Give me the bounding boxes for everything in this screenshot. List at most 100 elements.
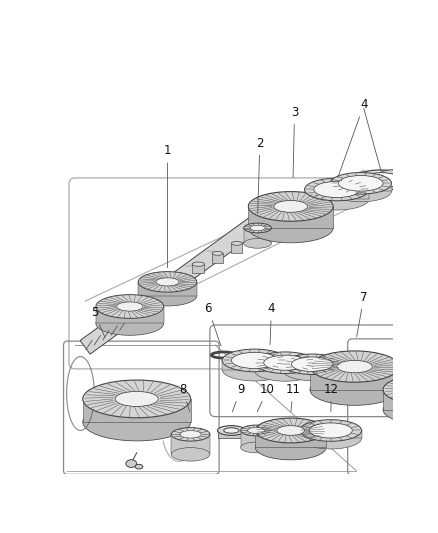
Ellipse shape (125, 395, 148, 403)
Ellipse shape (254, 360, 316, 381)
Ellipse shape (244, 239, 272, 248)
Text: 9: 9 (233, 383, 244, 411)
Ellipse shape (283, 360, 342, 381)
Ellipse shape (192, 262, 205, 266)
Ellipse shape (218, 426, 245, 435)
Polygon shape (283, 364, 342, 370)
Ellipse shape (250, 225, 265, 231)
Polygon shape (383, 390, 438, 410)
Ellipse shape (135, 464, 143, 469)
Ellipse shape (409, 384, 438, 395)
Ellipse shape (96, 312, 164, 335)
Ellipse shape (309, 423, 352, 438)
Ellipse shape (138, 286, 197, 306)
Polygon shape (140, 294, 152, 296)
Ellipse shape (126, 460, 137, 467)
Polygon shape (222, 360, 287, 370)
Text: 2: 2 (256, 137, 264, 214)
Ellipse shape (222, 358, 287, 381)
Ellipse shape (247, 427, 265, 433)
Ellipse shape (248, 191, 333, 221)
Ellipse shape (138, 272, 197, 292)
Ellipse shape (378, 169, 412, 182)
Ellipse shape (300, 427, 361, 449)
Ellipse shape (359, 173, 403, 188)
Ellipse shape (352, 170, 410, 190)
Polygon shape (254, 363, 316, 370)
Ellipse shape (244, 223, 272, 233)
Text: 4: 4 (338, 98, 367, 177)
Ellipse shape (304, 178, 369, 201)
Polygon shape (80, 213, 265, 354)
Text: 10: 10 (257, 383, 275, 412)
Ellipse shape (255, 418, 326, 443)
Ellipse shape (291, 357, 333, 372)
Ellipse shape (330, 173, 392, 194)
Ellipse shape (314, 181, 360, 198)
Ellipse shape (277, 426, 304, 435)
Text: 7: 7 (357, 291, 367, 337)
Ellipse shape (274, 200, 307, 212)
Ellipse shape (115, 391, 158, 407)
Polygon shape (218, 431, 245, 438)
Polygon shape (310, 367, 399, 390)
Text: 11: 11 (286, 383, 300, 411)
Ellipse shape (240, 425, 272, 436)
Ellipse shape (383, 375, 438, 405)
Ellipse shape (396, 448, 406, 454)
Ellipse shape (415, 386, 436, 393)
Ellipse shape (330, 180, 392, 202)
Ellipse shape (96, 295, 164, 318)
Text: 5: 5 (91, 306, 105, 337)
Ellipse shape (339, 175, 383, 191)
Ellipse shape (254, 352, 316, 374)
FancyBboxPatch shape (428, 452, 438, 461)
Ellipse shape (429, 447, 438, 455)
Polygon shape (255, 431, 326, 447)
Ellipse shape (310, 351, 399, 382)
Ellipse shape (83, 380, 191, 418)
Polygon shape (400, 177, 412, 183)
Polygon shape (248, 206, 333, 228)
Polygon shape (114, 307, 133, 309)
Polygon shape (300, 431, 361, 438)
Ellipse shape (231, 241, 242, 245)
Ellipse shape (240, 442, 272, 453)
Ellipse shape (212, 252, 223, 255)
Ellipse shape (117, 302, 143, 311)
Ellipse shape (171, 448, 210, 461)
Ellipse shape (171, 427, 210, 441)
Ellipse shape (156, 278, 179, 286)
Polygon shape (138, 282, 197, 296)
Ellipse shape (300, 419, 361, 441)
Polygon shape (244, 228, 272, 244)
Polygon shape (96, 306, 164, 324)
Ellipse shape (231, 352, 278, 368)
Polygon shape (207, 250, 215, 252)
Polygon shape (163, 279, 174, 281)
Text: 6: 6 (205, 302, 220, 345)
Polygon shape (212, 253, 223, 263)
Ellipse shape (224, 428, 239, 433)
Polygon shape (231, 244, 242, 253)
Ellipse shape (304, 188, 369, 210)
Ellipse shape (264, 355, 307, 370)
Ellipse shape (283, 354, 342, 375)
Text: 13: 13 (0, 532, 1, 533)
FancyBboxPatch shape (394, 452, 408, 461)
Polygon shape (330, 183, 392, 191)
Text: 12: 12 (324, 383, 339, 411)
Ellipse shape (222, 349, 287, 372)
Text: 8: 8 (179, 383, 190, 411)
Polygon shape (171, 434, 210, 454)
Ellipse shape (383, 395, 438, 424)
Polygon shape (192, 264, 205, 273)
Text: 4: 4 (268, 302, 275, 344)
Ellipse shape (83, 403, 191, 441)
Polygon shape (304, 189, 369, 199)
Polygon shape (240, 431, 272, 447)
Ellipse shape (255, 435, 326, 460)
Ellipse shape (180, 431, 201, 438)
Ellipse shape (248, 213, 333, 243)
Ellipse shape (310, 374, 399, 405)
